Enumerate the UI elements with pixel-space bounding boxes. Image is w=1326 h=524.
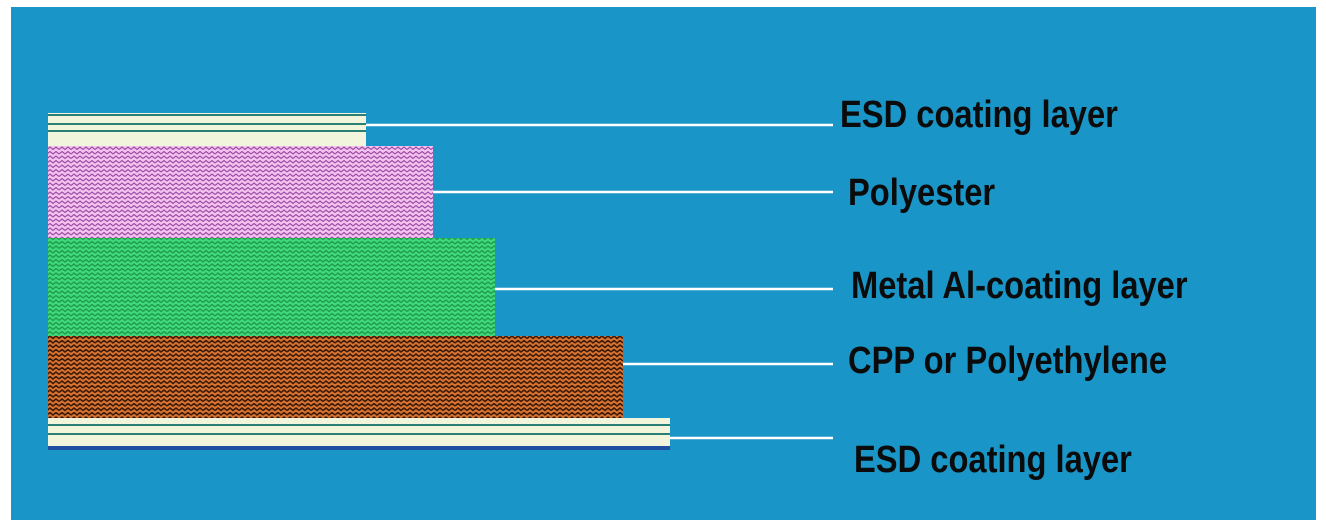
esd-bottom-layer (48, 418, 670, 450)
metal-pattern (48, 238, 495, 336)
layer-stack-graphic (48, 113, 833, 450)
esd-top-band (48, 113, 366, 146)
label-esd-top: ESD coating layer (840, 94, 1118, 136)
label-esd-bottom: ESD coating layer (854, 439, 1132, 481)
polyester-layer (48, 146, 433, 238)
esd-bottom-band (48, 418, 670, 446)
label-metal: Metal Al-coating layer (851, 265, 1188, 307)
label-cpp: CPP or Polyethylene (848, 340, 1168, 382)
esd-bottom-base (48, 446, 670, 450)
label-polyester: Polyester (848, 172, 996, 214)
polyester-pattern (48, 146, 433, 238)
esd-top-layer (48, 113, 366, 146)
metal-layer (48, 238, 495, 336)
diagram-canvas: ESD coating layer Polyester Metal Al-coa… (11, 7, 1316, 520)
cpp-pattern (48, 336, 623, 418)
cpp-layer (48, 336, 623, 418)
